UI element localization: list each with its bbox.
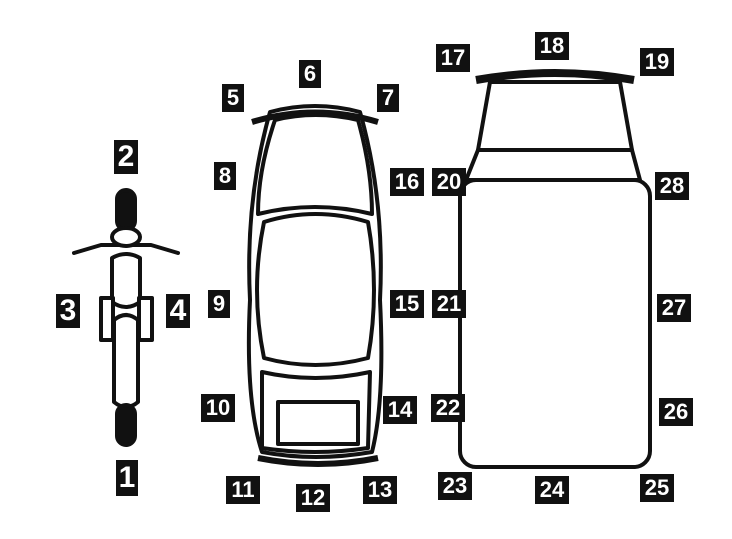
label-18-marker: 18 <box>535 32 569 60</box>
label-14-marker: 14 <box>383 396 417 424</box>
label-17: 17 <box>440 45 466 70</box>
label-6-marker: 6 <box>299 60 321 88</box>
right-footrest <box>137 296 154 342</box>
label-21: 21 <box>436 291 462 316</box>
label-5: 5 <box>226 85 240 110</box>
truck-drawing <box>458 69 652 469</box>
truck-hood <box>476 80 634 152</box>
label-23-marker: 23 <box>438 472 472 500</box>
car-drawing <box>246 104 384 467</box>
rear-window <box>276 400 360 446</box>
left-footrest <box>99 296 115 342</box>
seat <box>112 313 140 409</box>
label-18: 18 <box>539 33 565 58</box>
label-27-marker: 27 <box>657 294 691 322</box>
label-25: 25 <box>644 475 670 500</box>
label-3: 3 <box>59 294 77 327</box>
motorcycle-drawing <box>72 188 180 447</box>
label-15-marker: 15 <box>390 290 424 318</box>
rear-wheel <box>115 403 137 447</box>
label-19-marker: 19 <box>640 48 674 76</box>
label-9: 9 <box>212 291 226 316</box>
label-12: 12 <box>300 485 326 510</box>
label-7-marker: 7 <box>377 84 399 112</box>
label-9-marker: 9 <box>208 290 230 318</box>
truck-cab <box>464 148 642 182</box>
label-14: 14 <box>387 397 413 422</box>
label-25-marker: 25 <box>640 474 674 502</box>
label-6: 6 <box>303 61 317 86</box>
label-3-marker: 3 <box>56 294 80 328</box>
label-4: 4 <box>169 294 187 327</box>
label-4-marker: 4 <box>166 294 190 328</box>
label-2: 2 <box>117 140 135 173</box>
label-22: 22 <box>435 395 461 420</box>
label-16: 16 <box>394 169 420 194</box>
label-23: 23 <box>442 473 468 498</box>
label-20-marker: 20 <box>432 168 466 196</box>
label-11: 11 <box>231 477 255 502</box>
label-26: 26 <box>663 399 689 424</box>
label-13-marker: 13 <box>363 476 397 504</box>
label-1-marker: 1 <box>116 460 138 496</box>
fuel-tank <box>110 252 142 309</box>
label-24: 24 <box>539 477 565 502</box>
label-28-marker: 28 <box>655 172 689 200</box>
front-bumper <box>251 109 379 125</box>
label-17-marker: 17 <box>436 44 470 72</box>
label-13: 13 <box>367 477 393 502</box>
car-hood <box>256 113 374 216</box>
headlight <box>110 226 142 248</box>
label-5-marker: 5 <box>222 84 244 112</box>
label-21-marker: 21 <box>432 290 466 318</box>
rear-bumper <box>257 455 379 467</box>
label-8-marker: 8 <box>214 162 236 190</box>
car-roof <box>255 212 376 367</box>
label-1: 1 <box>118 461 136 494</box>
label-1-marker: 2 <box>114 140 138 174</box>
label-20: 20 <box>436 169 462 194</box>
label-19: 19 <box>644 49 670 74</box>
truck-cargo-bed <box>458 178 652 469</box>
label-10-marker: 10 <box>201 394 235 422</box>
label-27: 27 <box>661 295 687 320</box>
label-28: 28 <box>659 173 685 198</box>
label-8: 8 <box>218 163 232 188</box>
label-7: 7 <box>381 85 395 110</box>
label-24-marker: 24 <box>535 476 569 504</box>
front-wheel <box>115 188 137 232</box>
label-12-marker: 12 <box>296 484 330 512</box>
label-26-marker: 26 <box>659 398 693 426</box>
label-10: 10 <box>205 395 231 420</box>
label-15: 15 <box>394 291 420 316</box>
label-11-marker: 11 <box>226 476 260 504</box>
label-22-marker: 22 <box>431 394 465 422</box>
truck-front-bumper <box>475 69 635 84</box>
label-16-marker: 16 <box>390 168 424 196</box>
